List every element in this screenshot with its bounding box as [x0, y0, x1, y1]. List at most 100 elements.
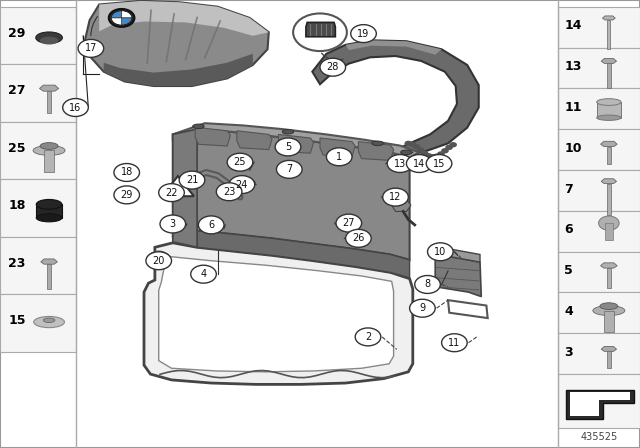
Text: 4: 4 — [564, 305, 573, 318]
Polygon shape — [195, 127, 230, 146]
Circle shape — [227, 153, 253, 171]
Text: 15: 15 — [433, 159, 445, 168]
Polygon shape — [41, 259, 58, 264]
Text: 23: 23 — [8, 257, 26, 270]
Circle shape — [326, 148, 352, 166]
Bar — [0, 64, 76, 122]
Text: 18: 18 — [8, 199, 26, 212]
Text: 8: 8 — [424, 280, 431, 289]
Text: 20: 20 — [152, 256, 165, 266]
Circle shape — [445, 145, 453, 150]
Text: 6: 6 — [208, 220, 214, 230]
Text: 3: 3 — [564, 346, 573, 359]
Bar — [47, 264, 51, 289]
Circle shape — [425, 153, 433, 159]
Bar — [0, 237, 76, 294]
Bar — [0, 294, 76, 352]
Text: 5: 5 — [285, 142, 291, 152]
Bar — [607, 184, 611, 215]
Bar — [558, 333, 640, 374]
Ellipse shape — [34, 316, 65, 327]
Polygon shape — [570, 392, 630, 416]
Text: 17: 17 — [84, 43, 97, 53]
Text: 4: 4 — [200, 269, 207, 279]
Text: 24: 24 — [236, 180, 248, 190]
Ellipse shape — [44, 318, 55, 323]
Ellipse shape — [40, 37, 58, 44]
Circle shape — [410, 299, 435, 317]
Bar — [558, 293, 640, 333]
Bar — [558, 374, 640, 428]
Bar — [607, 351, 611, 368]
Ellipse shape — [282, 129, 294, 134]
Circle shape — [406, 155, 432, 172]
Ellipse shape — [36, 214, 62, 222]
Text: 6: 6 — [564, 224, 573, 237]
Text: 29: 29 — [8, 27, 26, 40]
Bar — [604, 310, 614, 332]
Polygon shape — [173, 123, 419, 158]
Polygon shape — [312, 40, 479, 155]
Ellipse shape — [33, 146, 65, 155]
Circle shape — [159, 184, 184, 202]
Bar — [558, 211, 640, 252]
Text: 27: 27 — [342, 218, 355, 228]
Polygon shape — [173, 129, 197, 247]
Wedge shape — [122, 18, 132, 25]
Text: 435525: 435525 — [580, 432, 618, 442]
Ellipse shape — [36, 32, 63, 43]
Bar — [36, 204, 62, 218]
Ellipse shape — [596, 99, 621, 105]
Text: 27: 27 — [8, 84, 26, 97]
Circle shape — [147, 252, 170, 268]
Bar — [0, 122, 76, 179]
Text: 7: 7 — [564, 182, 573, 196]
Bar — [605, 223, 612, 240]
Text: 9: 9 — [419, 303, 426, 313]
Ellipse shape — [593, 306, 625, 315]
Polygon shape — [162, 176, 194, 196]
Circle shape — [428, 243, 453, 261]
Circle shape — [216, 183, 242, 201]
Text: 23: 23 — [223, 187, 236, 197]
Polygon shape — [601, 179, 616, 184]
Circle shape — [441, 148, 449, 154]
Polygon shape — [358, 142, 394, 160]
Bar — [558, 47, 640, 88]
Text: 13: 13 — [564, 60, 582, 73]
Text: 21: 21 — [186, 175, 198, 185]
Ellipse shape — [40, 142, 58, 149]
Polygon shape — [566, 390, 634, 419]
Circle shape — [78, 39, 104, 57]
Text: 10: 10 — [434, 247, 447, 257]
Bar — [607, 63, 611, 88]
Text: 22: 22 — [165, 188, 178, 198]
Polygon shape — [392, 199, 411, 211]
Text: 29: 29 — [120, 190, 133, 200]
Polygon shape — [104, 54, 253, 86]
Bar — [47, 91, 51, 112]
Wedge shape — [111, 18, 122, 25]
Polygon shape — [237, 131, 272, 150]
Bar — [0, 7, 76, 64]
Text: 10: 10 — [564, 142, 582, 155]
Ellipse shape — [401, 150, 412, 155]
Ellipse shape — [36, 199, 62, 209]
Circle shape — [275, 138, 301, 156]
Polygon shape — [346, 40, 442, 55]
Bar — [44, 151, 54, 172]
Circle shape — [109, 9, 134, 27]
Bar — [607, 20, 611, 49]
Circle shape — [160, 215, 186, 233]
Circle shape — [437, 151, 445, 157]
Circle shape — [320, 58, 346, 76]
Circle shape — [442, 334, 467, 352]
Circle shape — [387, 155, 413, 172]
Text: 11: 11 — [564, 101, 582, 114]
Bar — [558, 88, 640, 129]
Polygon shape — [306, 22, 335, 37]
Circle shape — [114, 186, 140, 204]
Circle shape — [426, 155, 452, 172]
Circle shape — [598, 216, 619, 230]
Circle shape — [229, 176, 255, 194]
